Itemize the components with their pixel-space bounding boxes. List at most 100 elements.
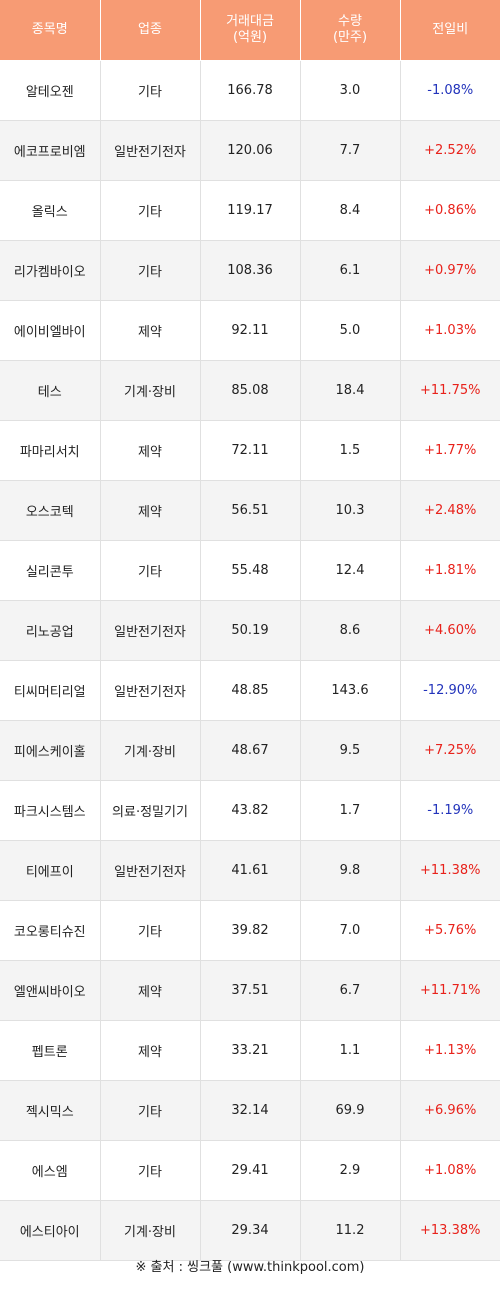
sector-cell: 기타: [100, 540, 201, 601]
change-cell: +1.08%: [400, 1140, 500, 1201]
table-row: 테스 기계·장비 85.08 18.4 +11.75%: [0, 360, 500, 421]
trade-value-cell: 50.19: [200, 600, 301, 661]
change-cell: +7.25%: [400, 720, 500, 781]
change-cell: -1.08%: [400, 60, 500, 121]
table-body: 알테오젠 기타 166.78 3.0 -1.08% 에코프로비엠 일반전기전자 120.06 7…: [0, 60, 500, 1261]
trade-value-cell: 85.08: [200, 360, 301, 421]
sector-cell: 일반전기전자: [100, 600, 201, 661]
sector-cell: 제약: [100, 480, 201, 541]
sector-cell: 일반전기전자: [100, 120, 201, 181]
table-row: 티에프이 일반전기전자 41.61 9.8 +11.38%: [0, 840, 500, 901]
change-cell: +6.96%: [400, 1080, 500, 1141]
sector-cell: 기계·장비: [100, 360, 201, 421]
trade-value-cell: 92.11: [200, 300, 301, 361]
volume-cell: 1.1: [300, 1020, 401, 1081]
stock-ranking-table: 종목명 업종 거래대금 (억원) 수량 (만주) 전일비 알테오젠 기타 166.7…: [0, 0, 500, 1261]
volume-cell: 3.0: [300, 60, 401, 121]
stock-name-cell: 티에프이: [0, 840, 101, 901]
table-row: 젝시믹스 기타 32.14 69.9 +6.96%: [0, 1080, 500, 1141]
header-name: 종목명: [0, 0, 101, 61]
stock-name-cell: 실리콘투: [0, 540, 101, 601]
table-row: 코오롱티슈진 기타 39.82 7.0 +5.76%: [0, 900, 500, 961]
sector-cell: 기계·장비: [100, 720, 201, 781]
header-row: 종목명 업종 거래대금 (억원) 수량 (만주) 전일비: [0, 0, 500, 61]
stock-name-cell: 엘앤씨바이오: [0, 960, 101, 1021]
stock-name-cell: 에스티아이: [0, 1200, 101, 1261]
change-cell: +2.52%: [400, 120, 500, 181]
stock-name-cell: 에이비엘바이: [0, 300, 101, 361]
sector-cell: 기타: [100, 1080, 201, 1141]
table-row: 에이비엘바이 제약 92.11 5.0 +1.03%: [0, 300, 500, 361]
volume-cell: 69.9: [300, 1080, 401, 1141]
header-trade-value-unit: (억원): [232, 30, 268, 45]
volume-cell: 11.2: [300, 1200, 401, 1261]
change-cell: +0.97%: [400, 240, 500, 301]
sector-cell: 기타: [100, 60, 201, 121]
table-row: 리노공업 일반전기전자 50.19 8.6 +4.60%: [0, 600, 500, 661]
source-note: ※ 출처 : 씽크풀 (www.thinkpool.com): [135, 1260, 365, 1275]
header-trade-value: 거래대금 (억원): [200, 0, 301, 61]
stock-name-cell: 코오롱티슈진: [0, 900, 101, 961]
volume-cell: 9.8: [300, 840, 401, 901]
volume-cell: 143.6: [300, 660, 401, 721]
volume-cell: 6.1: [300, 240, 401, 301]
stock-name-cell: 리노공업: [0, 600, 101, 661]
trade-value-cell: 33.21: [200, 1020, 301, 1081]
change-cell: +11.71%: [400, 960, 500, 1021]
header-volume-label: 수량: [338, 14, 362, 29]
table-row: 펩트론 제약 33.21 1.1 +1.13%: [0, 1020, 500, 1081]
table-row: 에스티아이 기계·장비 29.34 11.2 +13.38%: [0, 1200, 500, 1261]
volume-cell: 8.6: [300, 600, 401, 661]
header-sector: 업종: [100, 0, 201, 61]
stock-name-cell: 올릭스: [0, 180, 101, 241]
table-header: 종목명 업종 거래대금 (억원) 수량 (만주) 전일비: [0, 0, 500, 61]
change-cell: -1.19%: [400, 780, 500, 841]
volume-cell: 1.7: [300, 780, 401, 841]
trade-value-cell: 39.82: [200, 900, 301, 961]
change-cell: +1.81%: [400, 540, 500, 601]
trade-value-cell: 55.48: [200, 540, 301, 601]
table-row: 파크시스템스 의료·정밀기기 43.82 1.7 -1.19%: [0, 780, 500, 841]
table-row: 올릭스 기타 119.17 8.4 +0.86%: [0, 180, 500, 241]
table-row: 티씨머티리얼 일반전기전자 48.85 143.6 -12.90%: [0, 660, 500, 721]
trade-value-cell: 29.34: [200, 1200, 301, 1261]
change-cell: +4.60%: [400, 600, 500, 661]
table-row: 엘앤씨바이오 제약 37.51 6.7 +11.71%: [0, 960, 500, 1021]
sector-cell: 기타: [100, 180, 201, 241]
volume-cell: 10.3: [300, 480, 401, 541]
stock-name-cell: 티씨머티리얼: [0, 660, 101, 721]
sector-cell: 제약: [100, 300, 201, 361]
trade-value-cell: 41.61: [200, 840, 301, 901]
volume-cell: 5.0: [300, 300, 401, 361]
change-cell: -12.90%: [400, 660, 500, 721]
sector-cell: 의료·정밀기기: [100, 780, 201, 841]
stock-name-cell: 알테오젠: [0, 60, 101, 121]
change-cell: +2.48%: [400, 480, 500, 541]
change-cell: +1.77%: [400, 420, 500, 481]
table-row: 오스코텍 제약 56.51 10.3 +2.48%: [0, 480, 500, 541]
trade-value-cell: 72.11: [200, 420, 301, 481]
volume-cell: 18.4: [300, 360, 401, 421]
volume-cell: 9.5: [300, 720, 401, 781]
table-row: 알테오젠 기타 166.78 3.0 -1.08%: [0, 60, 500, 121]
sector-cell: 제약: [100, 960, 201, 1021]
stock-name-cell: 파크시스템스: [0, 780, 101, 841]
trade-value-cell: 108.36: [200, 240, 301, 301]
table-row: 리가켐바이오 기타 108.36 6.1 +0.97%: [0, 240, 500, 301]
stock-name-cell: 리가켐바이오: [0, 240, 101, 301]
change-cell: +11.38%: [400, 840, 500, 901]
sector-cell: 제약: [100, 420, 201, 481]
table-row: 피에스케이홀 기계·장비 48.67 9.5 +7.25%: [0, 720, 500, 781]
volume-cell: 1.5: [300, 420, 401, 481]
table-row: 실리콘투 기타 55.48 12.4 +1.81%: [0, 540, 500, 601]
stock-name-cell: 에스엠: [0, 1140, 101, 1201]
table-row: 에스엠 기타 29.41 2.9 +1.08%: [0, 1140, 500, 1201]
trade-value-cell: 56.51: [200, 480, 301, 541]
trade-value-cell: 120.06: [200, 120, 301, 181]
stock-name-cell: 피에스케이홀: [0, 720, 101, 781]
change-cell: +5.76%: [400, 900, 500, 961]
volume-cell: 7.7: [300, 120, 401, 181]
stock-name-cell: 파마리서치: [0, 420, 101, 481]
sector-cell: 기계·장비: [100, 1200, 201, 1261]
stock-name-cell: 에코프로비엠: [0, 120, 101, 181]
